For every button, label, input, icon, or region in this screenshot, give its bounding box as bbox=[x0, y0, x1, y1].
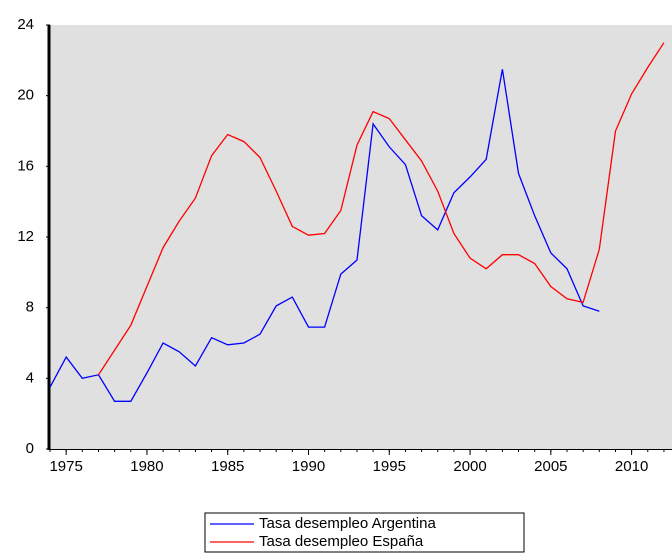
y-tick-label: 24 bbox=[17, 16, 34, 33]
x-tick-label: 2005 bbox=[534, 458, 567, 475]
plot-background bbox=[50, 25, 672, 449]
x-tick-label: 1980 bbox=[130, 458, 163, 475]
series-line bbox=[97, 42, 665, 376]
legend-box bbox=[204, 512, 525, 553]
y-tick-label: 16 bbox=[17, 157, 34, 174]
x-tick-label: 1985 bbox=[211, 458, 244, 475]
x-tick-label: 1995 bbox=[373, 458, 406, 475]
x-tick-label: 1990 bbox=[292, 458, 325, 475]
y-tick-label: 4 bbox=[26, 369, 34, 386]
legend-label: Tasa desempleo Argentina bbox=[259, 515, 436, 532]
x-tick-label: 2000 bbox=[453, 458, 486, 475]
y-tick-label: 0 bbox=[26, 440, 34, 457]
x-tick-label: 2010 bbox=[615, 458, 648, 475]
y-tick-label: 20 bbox=[17, 87, 34, 104]
x-tick-label: 1975 bbox=[49, 458, 82, 475]
y-tick-label: 8 bbox=[26, 299, 34, 316]
legend-label: Tasa desempleo España bbox=[259, 533, 424, 550]
y-tick-label: 12 bbox=[17, 228, 34, 245]
series-line bbox=[49, 69, 600, 402]
